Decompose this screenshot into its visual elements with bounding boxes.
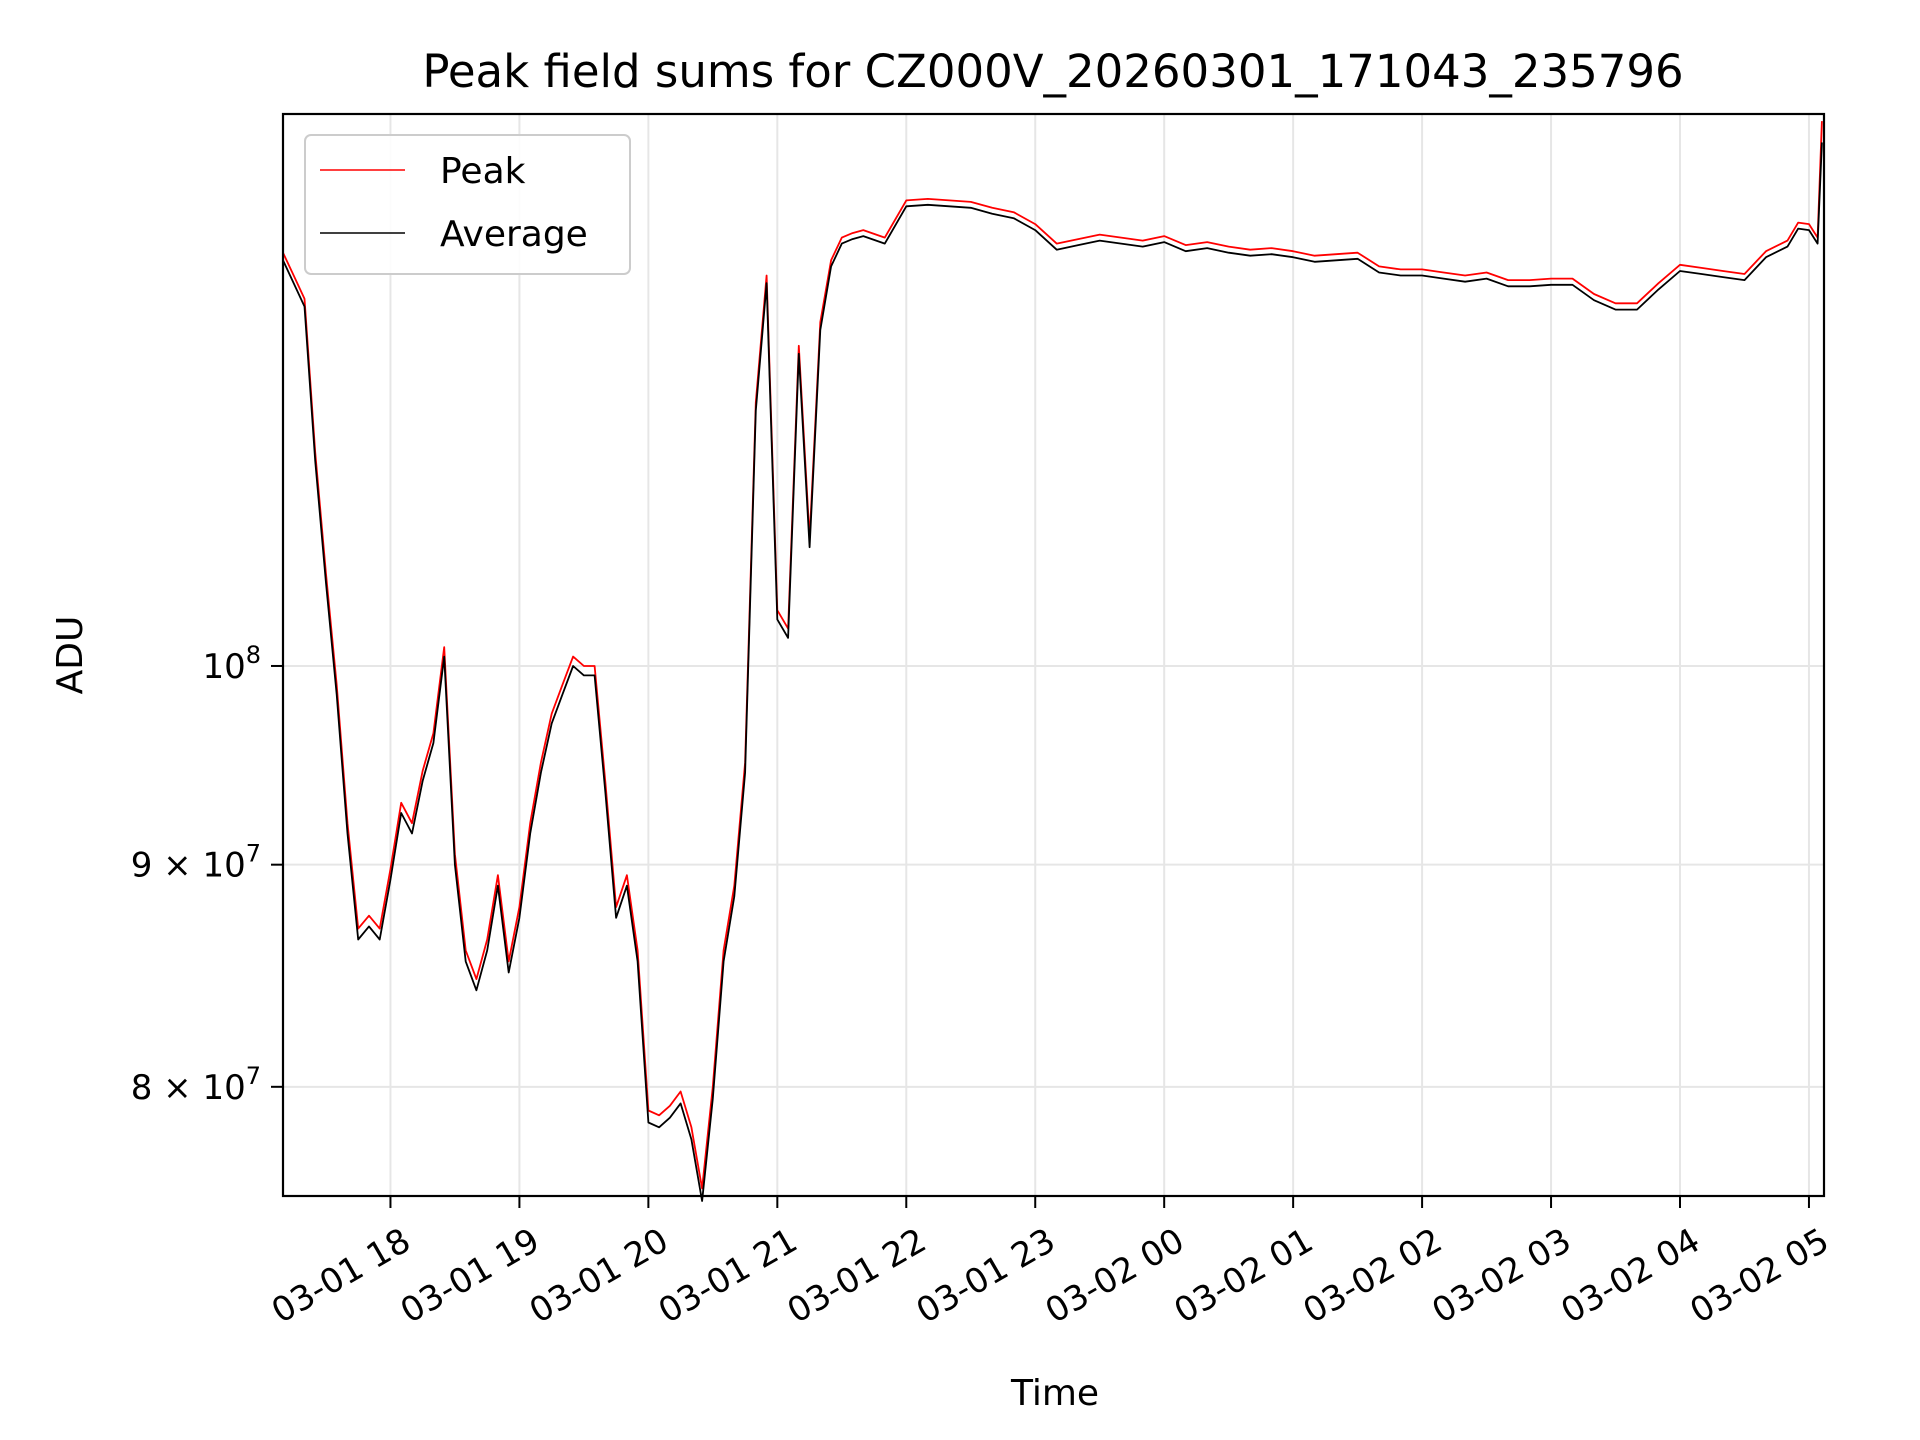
legend: Peak Average <box>304 134 631 275</box>
x-tick-label: 03-02 01 <box>1168 1221 1320 1332</box>
x-tick-label: 03-01 20 <box>523 1221 675 1332</box>
x-tick-label: 03-02 02 <box>1297 1221 1449 1332</box>
y-axis-label: ADU <box>50 616 91 695</box>
legend-label-average: Average <box>440 214 588 255</box>
y-tick-label: 108 <box>202 641 261 687</box>
x-tick-label: 03-01 19 <box>394 1221 546 1332</box>
legend-label-peak: Peak <box>440 151 526 192</box>
x-tick-label: 03-02 03 <box>1426 1221 1578 1332</box>
average-series-line <box>282 142 1823 1202</box>
chart-title: Peak field sums for CZ000V_20260301_1710… <box>422 45 1683 98</box>
x-tick-label: 03-02 04 <box>1555 1221 1707 1332</box>
x-tick-label: 03-02 00 <box>1039 1221 1191 1332</box>
x-tick-label: 03-01 21 <box>652 1221 804 1332</box>
x-tick-label: 03-01 22 <box>781 1221 933 1332</box>
x-axis-label: Time <box>1010 1373 1099 1414</box>
y-tick-label: 9 × 107 <box>131 840 261 886</box>
y-axis: 8 × 107 9 × 107 108 <box>131 641 283 1108</box>
series-layer <box>282 121 1823 1202</box>
x-tick-label: 03-01 23 <box>910 1221 1062 1332</box>
gridlines <box>283 114 1824 1196</box>
x-tick-label: 03-01 18 <box>265 1221 417 1332</box>
y-tick-label: 8 × 107 <box>131 1062 261 1108</box>
x-tick-label: 03-02 05 <box>1683 1221 1835 1332</box>
peak-series-line <box>282 121 1823 1190</box>
plot-frame <box>281 112 1826 1198</box>
